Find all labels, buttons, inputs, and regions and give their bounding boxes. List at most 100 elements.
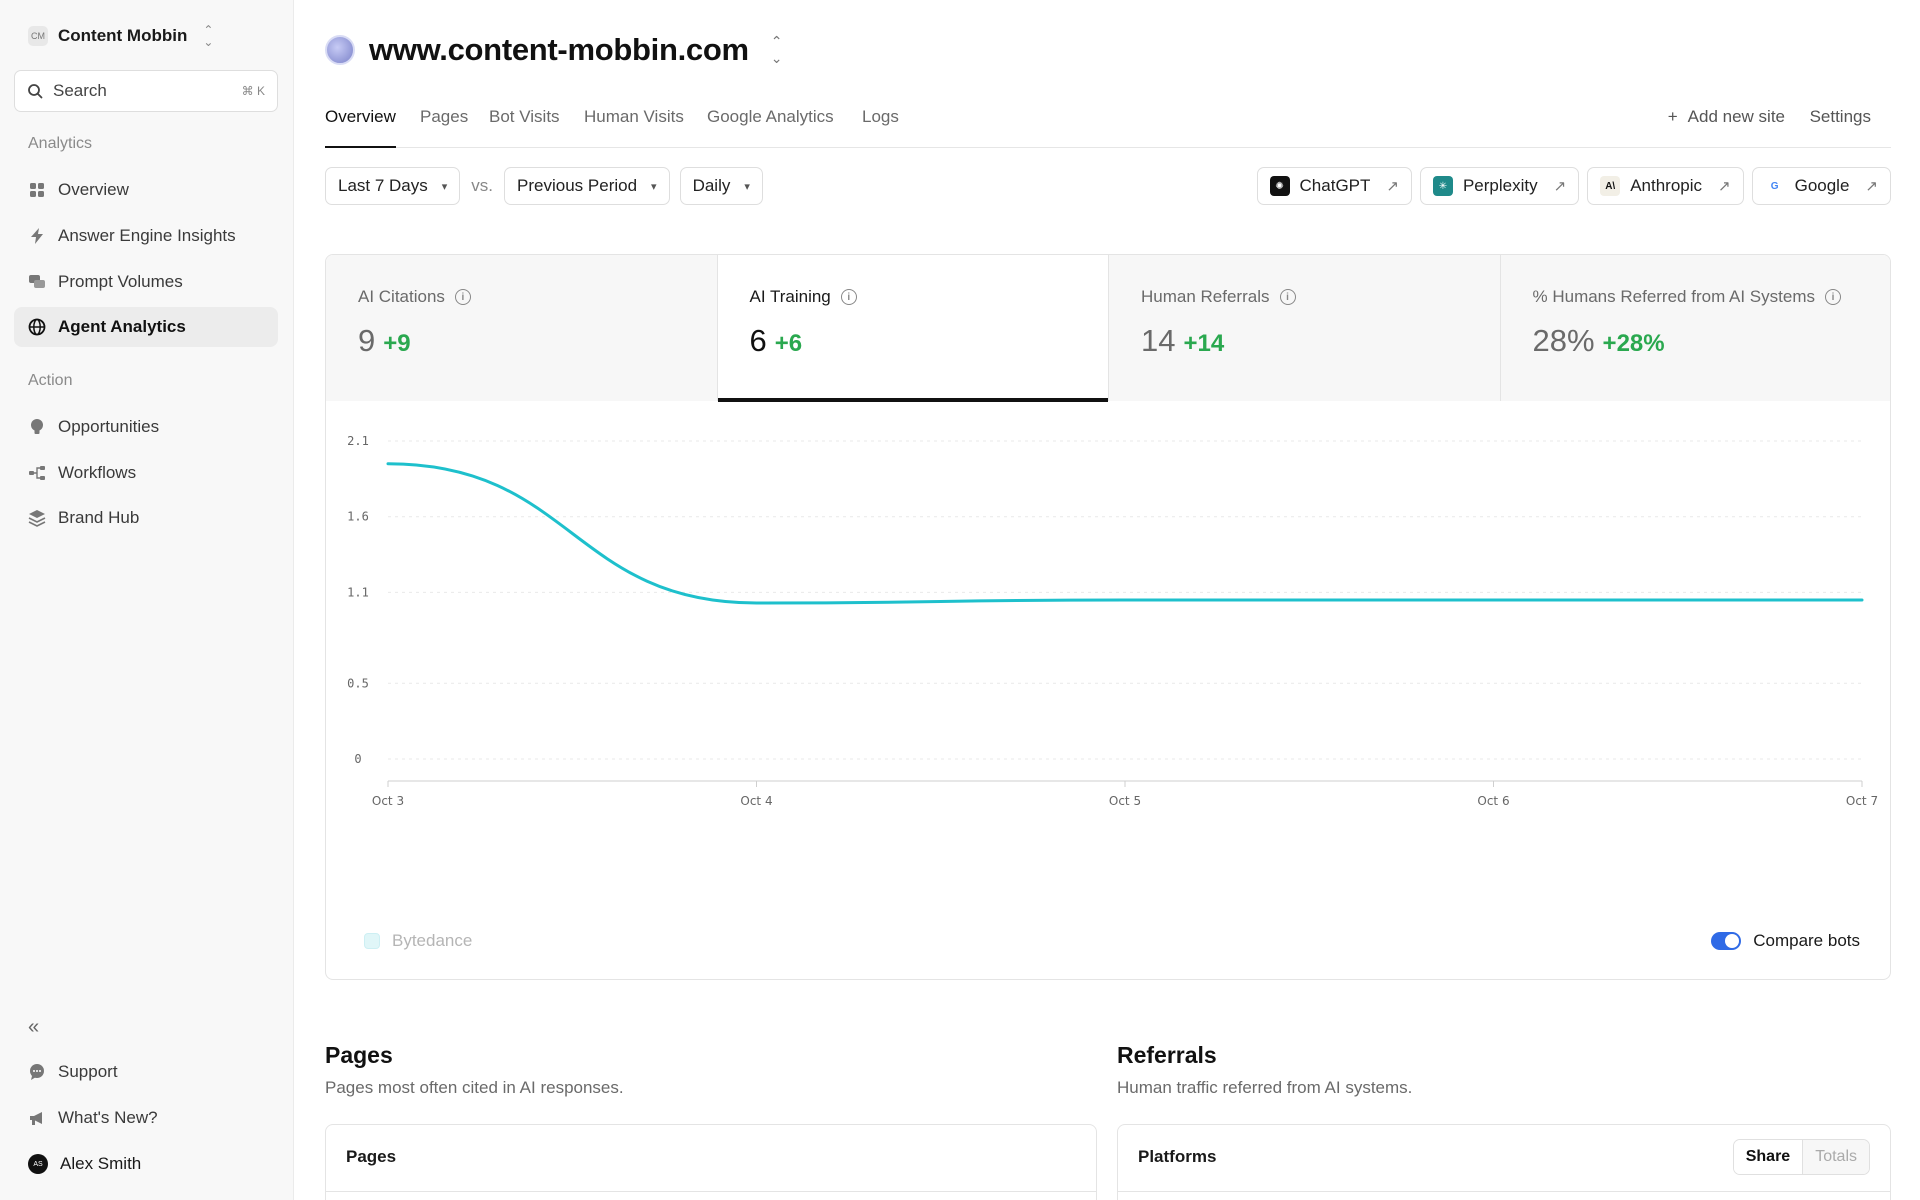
external-link-icon: ↗: [1386, 178, 1399, 195]
sidebar-item-overview[interactable]: Overview: [14, 170, 278, 210]
metric-label: AI Citations: [358, 287, 445, 306]
legend-label: Bytedance: [392, 931, 473, 950]
compare-bots-toggle[interactable]: Compare bots: [1711, 931, 1860, 951]
globe-icon: [28, 318, 46, 336]
x-tick-label: Oct 6: [1477, 794, 1509, 808]
chart-legend[interactable]: Bytedance: [364, 931, 472, 951]
metric-delta: +28%: [1602, 330, 1665, 357]
metric-value: 28%: [1532, 323, 1595, 358]
sidebar-item-opportunities[interactable]: Opportunities: [14, 407, 278, 447]
share-option[interactable]: Share: [1733, 1140, 1804, 1174]
bot-name: Perplexity: [1462, 176, 1538, 195]
sidebar-item-support[interactable]: Support: [14, 1052, 278, 1092]
sidebar-item-label: Agent Analytics: [58, 317, 186, 336]
workspace-switcher[interactable]: CM Content Mobbin ⌃ ⌄: [28, 20, 213, 52]
granularity-select[interactable]: Daily ▾: [679, 167, 763, 205]
search-shortcut: ⌘ K: [241, 84, 265, 98]
add-site-button[interactable]: + Add new site: [1668, 102, 1785, 132]
bot-link-perplexity[interactable]: ✳ Perplexity ↗: [1419, 167, 1580, 205]
site-globe-icon: [325, 35, 355, 65]
search-input[interactable]: Search ⌘ K: [14, 70, 278, 112]
referrals-section-subtitle: Human traffic referred from AI systems.: [1117, 1078, 1413, 1097]
metric-human-referrals[interactable]: Human Referrals i 14 +14: [1109, 255, 1501, 401]
grid-icon: [28, 181, 46, 199]
divider: [326, 1191, 1096, 1192]
collapse-sidebar-icon[interactable]: «: [28, 1016, 40, 1038]
megaphone-icon: [28, 1109, 46, 1127]
sidebar-item-label: What's New?: [58, 1108, 158, 1127]
chevron-updown-icon: ⌃ ⌄: [770, 33, 783, 66]
bot-link-anthropic[interactable]: A\ Anthropic ↗: [1587, 167, 1744, 205]
metric-value: 9: [358, 323, 376, 358]
metrics-chart-card: AI Citations i 9 +9 AI Training i 6 +6 Human…: [325, 254, 1891, 980]
bot-links: ✺ ChatGPT ↗ ✳ Perplexity ↗ A\ Anthropic …: [1256, 167, 1891, 205]
anthropic-logo-icon: A\: [1600, 176, 1621, 196]
info-icon[interactable]: i: [454, 289, 471, 305]
settings-button[interactable]: Settings: [1809, 107, 1871, 126]
y-tick-label: 2.1: [347, 434, 369, 448]
metric-delta: +9: [383, 330, 411, 357]
metric-humans-referred-pct[interactable]: % Humans Referred from AI Systems i 28% +2…: [1500, 255, 1890, 401]
bot-name: Anthropic: [1630, 176, 1703, 195]
chat-bubbles-icon: [28, 273, 46, 291]
date-range-select[interactable]: Last 7 Days ▾: [325, 167, 461, 205]
referrals-table: Platforms Share Totals: [1117, 1124, 1891, 1200]
chevron-updown-icon: ⌃ ⌄: [203, 23, 214, 49]
line-chart: 2.1 1.6 1.1 0.5 0 Oct 3 Oct 4 Oct 5 Oct 6 Oct 7: [347, 434, 1878, 808]
date-range-value: Last 7 Days: [338, 176, 428, 195]
tab-pages[interactable]: Pages: [420, 107, 469, 126]
y-tick-label: 1.1: [347, 585, 369, 599]
series-line-bytedance: [386, 462, 1864, 605]
sidebar-item-workflows[interactable]: Workflows: [14, 453, 278, 493]
chevron-down-icon: ▾: [441, 180, 448, 193]
info-icon[interactable]: i: [1279, 289, 1296, 305]
site-switcher[interactable]: www.content-mobbin.com ⌃ ⌄: [325, 32, 782, 68]
sidebar-item-label: Support: [58, 1062, 118, 1081]
totals-option[interactable]: Totals: [1803, 1140, 1869, 1174]
compare-period-select[interactable]: Previous Period ▾: [504, 167, 670, 205]
pages-section-subtitle: Pages most often cited in AI responses.: [325, 1078, 624, 1097]
sidebar-item-answer-engine-insights[interactable]: Answer Engine Insights: [14, 216, 278, 256]
sidebar-item-brand-hub[interactable]: Brand Hub: [14, 498, 278, 538]
legend-swatch: [364, 933, 380, 949]
metric-delta: +6: [774, 330, 803, 357]
tab-logs[interactable]: Logs: [862, 107, 899, 126]
x-tick-label: Oct 4: [740, 794, 772, 808]
bot-link-chatgpt[interactable]: ✺ ChatGPT ↗: [1256, 167, 1412, 205]
workflow-icon: [28, 464, 46, 482]
chevron-down-icon: ▾: [744, 180, 750, 193]
sidebar-item-label: Overview: [58, 180, 129, 199]
sidebar-item-label: Workflows: [58, 463, 137, 482]
avatar: AS: [28, 1154, 48, 1174]
workspace-badge: CM: [28, 26, 48, 46]
metric-label: Human Referrals: [1141, 287, 1270, 306]
bot-link-google[interactable]: G Google ↗: [1751, 167, 1891, 205]
tab-bot-visits[interactable]: Bot Visits: [489, 107, 560, 126]
toggle-switch[interactable]: [1711, 932, 1742, 950]
tab-human-visits[interactable]: Human Visits: [584, 107, 684, 126]
info-icon[interactable]: i: [840, 289, 857, 305]
share-totals-toggle: Share Totals: [1732, 1139, 1870, 1175]
vs-label: vs.: [471, 176, 494, 195]
lightbulb-icon: [28, 418, 46, 436]
y-tick-label: 1.6: [347, 510, 369, 524]
page-title: www.content-mobbin.com: [369, 32, 749, 67]
tab-overview[interactable]: Overview: [325, 102, 396, 148]
metric-ai-training[interactable]: AI Training i 6 +6: [717, 255, 1109, 402]
tab-bar: Overview Pages Bot Visits Human Visits G…: [325, 102, 1891, 148]
sidebar-item-whats-new[interactable]: What's New?: [14, 1098, 278, 1138]
info-icon[interactable]: i: [1824, 289, 1841, 305]
sidebar-item-label: Brand Hub: [58, 508, 140, 527]
bolt-icon: [28, 227, 46, 245]
referrals-table-header: Platforms: [1138, 1147, 1217, 1166]
metric-value: 6: [749, 323, 767, 358]
compare-bots-label: Compare bots: [1753, 931, 1860, 950]
metric-ai-citations[interactable]: AI Citations i 9 +9: [326, 255, 718, 401]
x-tick-label: Oct 7: [1846, 794, 1878, 808]
user-profile[interactable]: AS Alex Smith: [14, 1144, 278, 1184]
tab-google-analytics[interactable]: Google Analytics: [707, 107, 834, 126]
workspace-name: Content Mobbin: [58, 26, 188, 45]
action-section-label: Action: [28, 372, 73, 389]
sidebar-item-prompt-volumes[interactable]: Prompt Volumes: [14, 262, 278, 302]
sidebar-item-agent-analytics[interactable]: Agent Analytics: [14, 307, 278, 347]
